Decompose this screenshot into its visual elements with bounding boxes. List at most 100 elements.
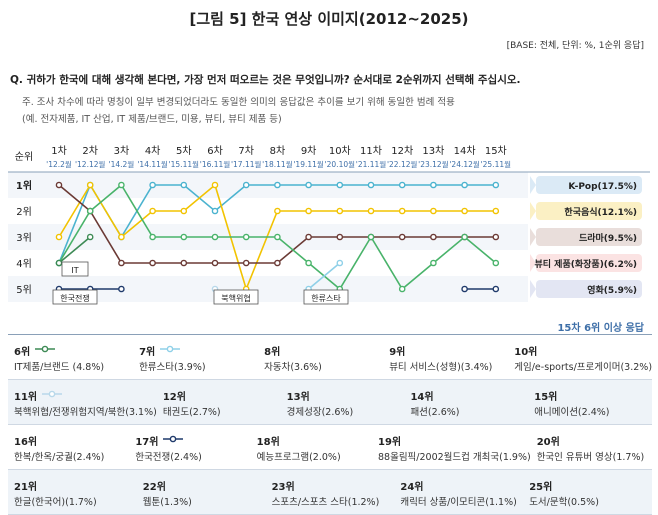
others-rank-text: 23위 <box>271 481 295 493</box>
legend-label: 한국음식(12.1%) <box>564 206 637 218</box>
others-cell: 15위 애니메이션(2.4%) <box>528 380 652 424</box>
others-item: 게임/e-sports/프로게이머(3.2%) <box>514 362 653 373</box>
legend-label: 영화(5.9%) <box>587 284 637 296</box>
data-point <box>430 259 437 267</box>
others-rank-text: 18위 <box>256 436 280 448</box>
data-point <box>274 207 281 215</box>
others-cell: 25위 도서/문학(0.5%) <box>523 470 652 514</box>
others-rank: 20위 <box>537 431 652 449</box>
others-item: 한글(한국어)(1.7%) <box>14 497 97 508</box>
others-rank-text: 25위 <box>529 481 553 493</box>
data-point <box>55 181 63 189</box>
wave-label: 13차 <box>422 145 444 157</box>
inline-label: IT <box>71 266 78 275</box>
others-rank: 10위 <box>514 341 652 359</box>
others-rank: 19위 <box>378 431 531 449</box>
others-rank-text: 7위 <box>139 346 156 358</box>
wave-date-label: '14.11월 <box>137 159 168 169</box>
data-point <box>398 207 406 215</box>
data-point <box>430 233 437 241</box>
legend-arrow <box>530 176 536 194</box>
data-point <box>149 181 156 189</box>
wave-date-label: '16.11월 <box>200 159 231 169</box>
series-marker-icon <box>35 345 56 356</box>
data-point <box>398 181 406 189</box>
inline-label: 북핵위협 <box>221 293 250 303</box>
others-rank: 21위 <box>14 476 137 494</box>
others-item: 88올림픽/2002월드컵 개최국(1.9%) <box>377 452 531 463</box>
legend-item-bg <box>536 228 642 246</box>
others-row: 11위 북핵위협/전쟁위험지역/북한(3.1%) 12위 태권도(2.7%) 13위 경제… <box>8 380 652 425</box>
others-rank: 23위 <box>272 476 395 494</box>
others-cell: 12위 태권도(2.7%) <box>157 380 281 424</box>
others-rank-text: 22위 <box>142 481 166 493</box>
data-point <box>55 233 63 241</box>
others-rank: 11위 <box>14 386 157 404</box>
wave-label: 11차 <box>360 145 382 157</box>
rank-label: 4위 <box>16 257 32 270</box>
data-point <box>492 285 500 293</box>
data-point <box>86 207 94 215</box>
data-point <box>367 207 375 215</box>
legend-arrow <box>530 280 536 298</box>
rank-label: 1위 <box>16 179 32 192</box>
data-point <box>274 233 281 241</box>
rank-label: 2위 <box>16 205 32 218</box>
others-rank: 24위 <box>400 476 523 494</box>
wave-date-label: '19.11월 <box>293 159 324 169</box>
legend-item-bg <box>536 280 642 298</box>
wave-label: 3차 <box>114 145 130 157</box>
rank-header: 순위 <box>15 150 33 163</box>
others-item: 패션(2.6%) <box>410 407 460 418</box>
others-item: 예능프로그램(2.0%) <box>256 452 341 463</box>
wave-date-label: '14.2월 <box>109 159 135 169</box>
footnote-2: (예. 전자제품, IT 산업, IT 제품/브랜드, 미용, 뷰티, 뷰티 제… <box>22 114 282 125</box>
others-rank-text: 20위 <box>536 436 560 448</box>
legend-item-bg <box>536 254 642 272</box>
legend-arrow <box>530 228 536 246</box>
others-cell: 19위 88올림픽/2002월드컵 개최국(1.9%) <box>372 425 531 469</box>
others-rank-text: 24위 <box>400 481 424 493</box>
legend-item-bg <box>536 176 642 194</box>
others-rank-text: 10위 <box>514 346 538 358</box>
wave-label: 15차 <box>485 145 507 157</box>
data-point <box>492 207 500 215</box>
data-point <box>336 233 344 241</box>
others-cell: 11위 북핵위협/전쟁위험지역/북한(3.1%) <box>8 380 157 424</box>
data-point <box>305 259 312 267</box>
series-marker-icon <box>163 435 184 446</box>
data-point <box>367 233 375 241</box>
wave-date-label: '12.2월 <box>46 159 72 169</box>
data-point <box>492 181 500 189</box>
rank-label: 5위 <box>16 283 32 296</box>
base-note: [BASE: 전체, 단위: %, 1순위 응답] <box>506 41 644 51</box>
wave-date-label: '18.11월 <box>262 159 293 169</box>
data-point <box>305 233 312 241</box>
others-rank-text: 6위 <box>14 346 31 358</box>
data-point <box>305 181 312 189</box>
others-item: 경제성장(2.6%) <box>286 407 354 418</box>
data-point <box>430 181 437 189</box>
others-rank: 22위 <box>143 476 266 494</box>
wave-label: 14차 <box>454 145 476 157</box>
others-item: 자동차(3.6%) <box>264 362 322 373</box>
others-rank: 25위 <box>529 476 652 494</box>
series-line <box>58 236 91 264</box>
others-item: 한류스타(3.9%) <box>139 362 206 373</box>
data-point <box>367 181 375 189</box>
wave-label: 12차 <box>391 145 413 157</box>
others-cell: 16위 한복/한옥/궁궐(2.4%) <box>8 425 129 469</box>
series-marker-icon <box>42 390 63 401</box>
wave-date-label: '15.11월 <box>169 159 200 169</box>
others-cell: 23위 스포츠/스포츠 스타(1.2%) <box>266 470 395 514</box>
others-rank-text: 15위 <box>534 391 558 403</box>
others-rank: 8위 <box>264 341 383 359</box>
others-rank-text: 19위 <box>377 436 402 448</box>
others-item: 한복/한옥/궁궐(2.4%) <box>14 452 105 463</box>
others-item: 웹툰(1.3%) <box>142 497 192 508</box>
data-point <box>274 181 281 189</box>
wave-date-label: '23.12월 <box>418 159 449 169</box>
wave-date-label: '21.11월 <box>356 159 387 169</box>
